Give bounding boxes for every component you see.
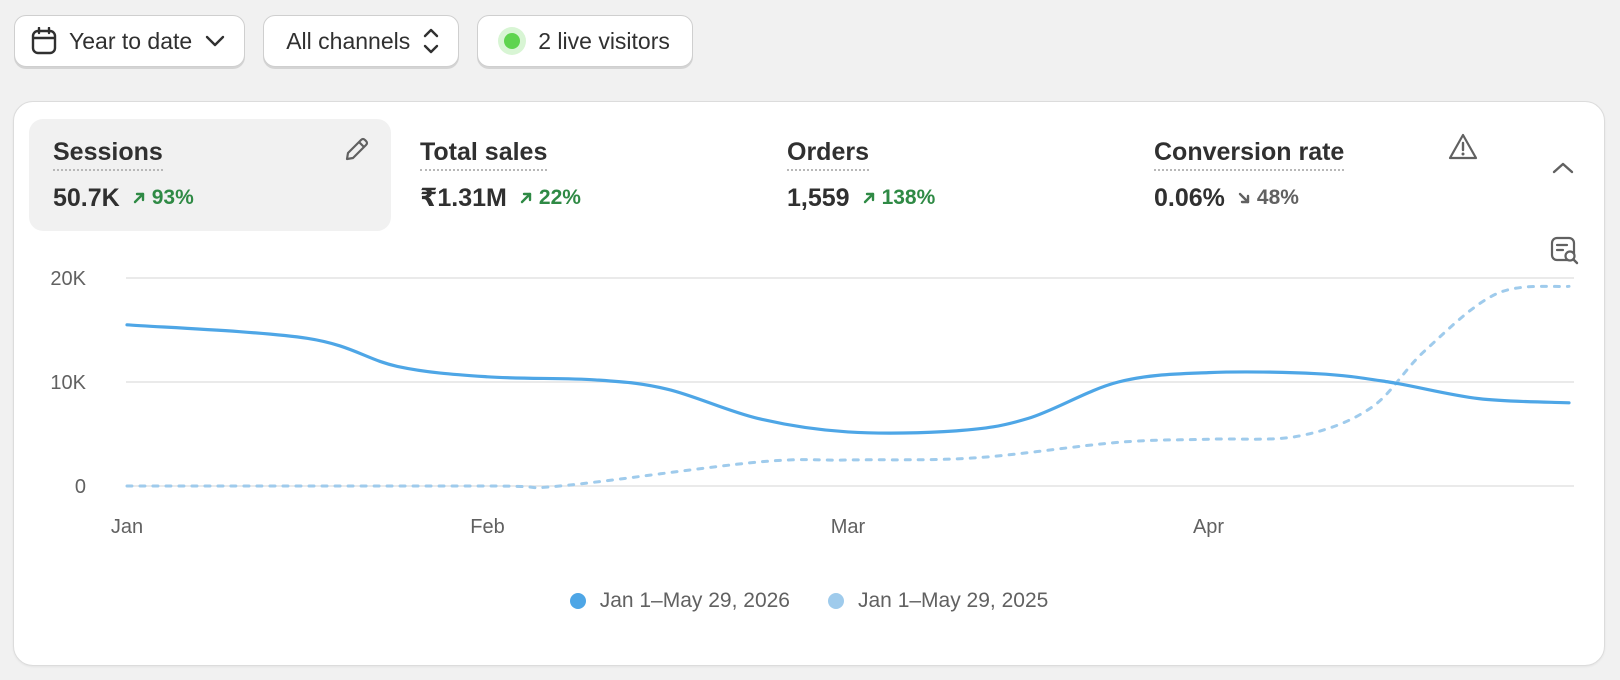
- x-tick-label: Feb: [470, 516, 504, 538]
- legend-item-current[interactable]: Jan 1–May 29, 2026: [569, 589, 790, 613]
- metric-total-sales[interactable]: Total sales ₹1.31M 22%: [396, 119, 758, 231]
- metric-delta-value: 22%: [538, 186, 581, 209]
- series-line-previous[interactable]: [125, 284, 1571, 490]
- metric-orders[interactable]: Orders 1,559 138%: [763, 119, 1125, 231]
- date-range-label: Year to date: [69, 27, 193, 54]
- metric-delta-value: 48%: [1256, 186, 1299, 209]
- live-visitors-label: 2 live visitors: [538, 27, 670, 54]
- y-tick-label: 10K: [50, 372, 86, 394]
- live-visitors-button[interactable]: 2 live visitors: [477, 15, 693, 67]
- live-status-indicator: [498, 27, 527, 55]
- series-line-current[interactable]: [125, 323, 1571, 435]
- metric-delta-value: 93%: [151, 186, 194, 209]
- metric-delta: 22%: [519, 186, 581, 210]
- arrow-down-right-icon: [1238, 192, 1250, 204]
- metric-delta: 48%: [1237, 186, 1299, 210]
- arrow-up-right-icon: [863, 192, 874, 204]
- metric-label: Total sales: [420, 137, 548, 171]
- arrow-up-right-icon: [520, 192, 532, 204]
- metric-value: ₹1.31M: [420, 184, 507, 212]
- calendar-icon: [31, 27, 57, 55]
- date-range-button[interactable]: Year to date: [14, 15, 246, 67]
- metric-delta: 93%: [132, 186, 194, 210]
- metric-conversion-rate[interactable]: Conversion rate 0.06% 48%: [1130, 119, 1470, 231]
- legend-label: Jan 1–May 29, 2025: [858, 589, 1049, 612]
- metric-value: 1,559: [787, 184, 850, 212]
- y-tick-label: 0: [75, 476, 86, 498]
- chart-search-icon[interactable]: [1549, 235, 1579, 270]
- legend-item-previous[interactable]: Jan 1–May 29, 2025: [828, 589, 1048, 613]
- chevron-down-icon: [204, 34, 226, 48]
- legend-swatch: [569, 593, 586, 609]
- chart-legend: Jan 1–May 29, 2026 Jan 1–May 29, 2025: [14, 589, 1604, 613]
- chevron-up-down-icon: [422, 26, 440, 56]
- channels-button[interactable]: All channels: [263, 15, 460, 67]
- sessions-line-chart: 0 10K 20K Jan Feb Mar Apr: [50, 268, 1574, 538]
- y-tick-label: 20K: [50, 268, 86, 290]
- metric-delta-value: 138%: [881, 186, 936, 209]
- metric-value: 0.06%: [1154, 184, 1225, 212]
- legend-swatch: [828, 593, 844, 609]
- x-tick-label: Jan: [111, 516, 143, 538]
- metric-label: Orders: [787, 137, 869, 171]
- warning-triangle-icon[interactable]: [1448, 132, 1478, 167]
- channels-label: All channels: [286, 27, 411, 54]
- chevron-up-icon[interactable]: [1551, 160, 1575, 181]
- filter-toolbar: Year to date All channels 2 live visitor…: [14, 15, 693, 67]
- metric-label: Conversion rate: [1154, 137, 1345, 171]
- legend-label: Jan 1–May 29, 2026: [599, 589, 790, 612]
- metric-delta: 138%: [862, 186, 936, 210]
- arrow-up-right-icon: [133, 192, 144, 204]
- metric-value: 50.7K: [53, 184, 120, 212]
- analytics-card: Sessions 50.7K 93% Total sales ₹1.31M 22…: [13, 101, 1605, 666]
- x-tick-label: Mar: [831, 516, 866, 538]
- metric-sessions[interactable]: Sessions 50.7K 93%: [29, 119, 391, 231]
- metric-label: Sessions: [53, 137, 163, 171]
- pencil-icon[interactable]: [341, 135, 371, 170]
- x-tick-label: Apr: [1193, 516, 1224, 538]
